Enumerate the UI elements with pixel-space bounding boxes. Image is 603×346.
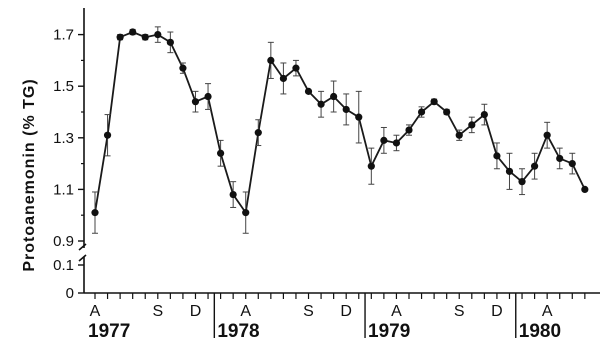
data-point xyxy=(292,64,300,72)
data-point xyxy=(493,152,501,160)
y-tick-label: 0.1 xyxy=(53,257,74,274)
data-point xyxy=(455,131,463,139)
month-label: A xyxy=(240,303,251,320)
data-point xyxy=(568,160,576,168)
data-point xyxy=(129,28,137,36)
month-label: S xyxy=(303,303,314,320)
data-point xyxy=(279,74,287,83)
data-point xyxy=(254,129,262,137)
data-point xyxy=(430,98,438,106)
data-point xyxy=(179,64,187,72)
year-label: 1979 xyxy=(368,321,410,342)
data-point xyxy=(166,38,174,46)
data-point xyxy=(304,87,313,95)
y-axis-label: Protoanemonin (% TG) xyxy=(21,78,38,271)
data-point xyxy=(217,149,225,157)
data-point xyxy=(380,136,388,144)
y-tick-label: 1.7 xyxy=(53,27,74,44)
y-tick-label: 1.3 xyxy=(53,130,74,147)
month-label: A xyxy=(90,303,101,320)
data-point xyxy=(154,30,162,39)
y-axis-break-mark xyxy=(78,243,87,251)
axes xyxy=(78,8,600,338)
data-point xyxy=(191,98,200,106)
data-point xyxy=(556,154,564,163)
month-label: A xyxy=(391,303,402,320)
data-point xyxy=(518,178,526,186)
data-point xyxy=(267,56,275,64)
data-point xyxy=(242,209,250,217)
y-tick-label: 0.9 xyxy=(53,233,74,250)
series-layer xyxy=(91,26,589,234)
data-point xyxy=(531,162,539,170)
y-tick-label: 0 xyxy=(66,285,74,302)
data-point xyxy=(367,162,375,170)
y-tick-label: 1.5 xyxy=(53,78,74,95)
data-point xyxy=(405,126,413,134)
year-label: 1980 xyxy=(519,321,561,342)
month-label: A xyxy=(542,303,553,320)
data-point xyxy=(91,209,99,217)
data-point xyxy=(355,113,363,121)
data-point xyxy=(468,121,476,129)
month-label: D xyxy=(190,303,202,320)
month-label: D xyxy=(491,303,503,320)
data-point xyxy=(342,105,350,114)
month-label: D xyxy=(340,303,352,320)
year-label: 1978 xyxy=(217,321,259,342)
data-point xyxy=(229,190,237,199)
data-point xyxy=(543,131,551,139)
month-label: S xyxy=(454,303,465,320)
data-point xyxy=(581,185,589,193)
y-axis-break-mark xyxy=(78,254,87,262)
data-point xyxy=(204,92,212,101)
data-point xyxy=(330,92,338,101)
series-line xyxy=(94,31,586,214)
data-point xyxy=(392,139,401,147)
data-point xyxy=(480,110,488,119)
month-label: S xyxy=(152,303,163,320)
data-point xyxy=(417,108,426,116)
data-point xyxy=(443,108,451,116)
year-label: 1977 xyxy=(88,321,130,342)
data-point xyxy=(116,33,124,41)
data-point xyxy=(103,131,112,139)
data-point xyxy=(141,33,149,41)
y-tick-label: 1.1 xyxy=(53,181,74,198)
data-point xyxy=(505,167,514,175)
data-point xyxy=(317,100,325,108)
